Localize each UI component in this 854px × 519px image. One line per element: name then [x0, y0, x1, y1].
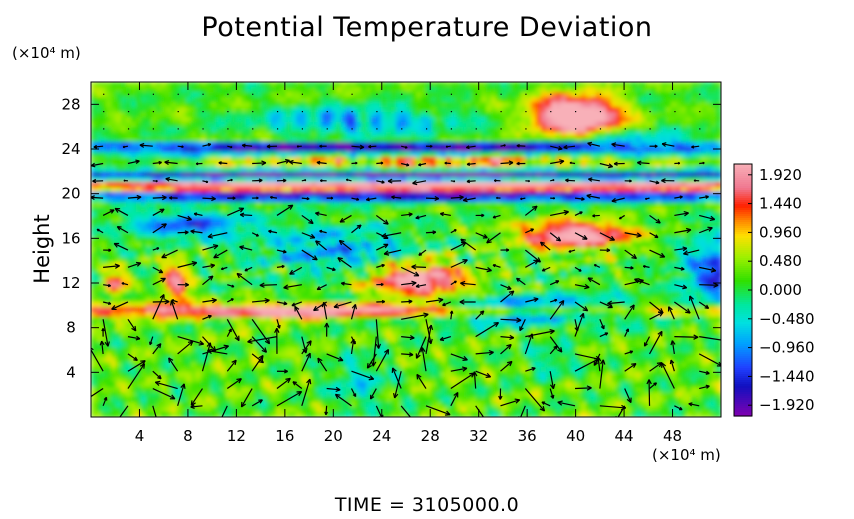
y-axis: 4 8 12 16 20 24 28 — [61, 95, 721, 381]
colorbar-tick-label: −0.960 — [759, 339, 815, 357]
y-tick-label: 20 — [61, 185, 80, 203]
y-tick-label: 8 — [66, 319, 76, 337]
x-tick-label: 44 — [615, 427, 634, 445]
colorbar-tick-label: −1.920 — [759, 396, 815, 414]
y-axis-unit: (×10⁴ m) — [12, 44, 81, 62]
y-tick-label: 12 — [61, 274, 80, 292]
time-footer: TIME = 3105000.0 — [334, 494, 520, 516]
x-tick-label: 48 — [663, 427, 682, 445]
x-tick-label: 32 — [469, 427, 488, 445]
heatmap-field — [91, 82, 721, 417]
plot-frame — [90, 81, 722, 418]
y-tick-label: 28 — [61, 95, 80, 113]
wind-vector-layer — [91, 93, 721, 417]
y-tick-label: 4 — [66, 363, 76, 381]
y-tick-label: 24 — [61, 140, 80, 158]
colorbar-tick-label: 0.960 — [759, 223, 802, 241]
x-axis-unit: (×10⁴ m) — [652, 446, 721, 464]
x-tick-label: 12 — [227, 427, 246, 445]
y-tick-label: 16 — [61, 229, 80, 247]
colorbar-tick-label: 0.480 — [759, 252, 802, 270]
x-tick-label: 4 — [135, 427, 145, 445]
colorbar-tick-label: −1.440 — [759, 367, 815, 385]
x-tick-label: 16 — [275, 427, 294, 445]
colorbar-tick-label: 1.920 — [759, 166, 802, 184]
colorbar-tick-label: 1.440 — [759, 195, 802, 213]
colorbar-tick-label: −0.480 — [759, 310, 815, 328]
x-axis: 4 8 12 16 20 24 28 32 36 40 44 48 — [135, 82, 682, 445]
colorbar-tick-label: 0.000 — [759, 281, 802, 299]
x-tick-label: 20 — [324, 427, 343, 445]
x-tick-label: 40 — [566, 427, 585, 445]
x-tick-label: 8 — [183, 427, 193, 445]
chart-title: Potential Temperature Deviation — [201, 12, 653, 43]
x-tick-label: 28 — [421, 427, 440, 445]
colorbar: 1.920 1.440 0.960 0.480 0.000 −0.480 −0.960 −1.… — [733, 163, 815, 417]
x-tick-label: 24 — [372, 427, 391, 445]
x-tick-label: 36 — [518, 427, 537, 445]
